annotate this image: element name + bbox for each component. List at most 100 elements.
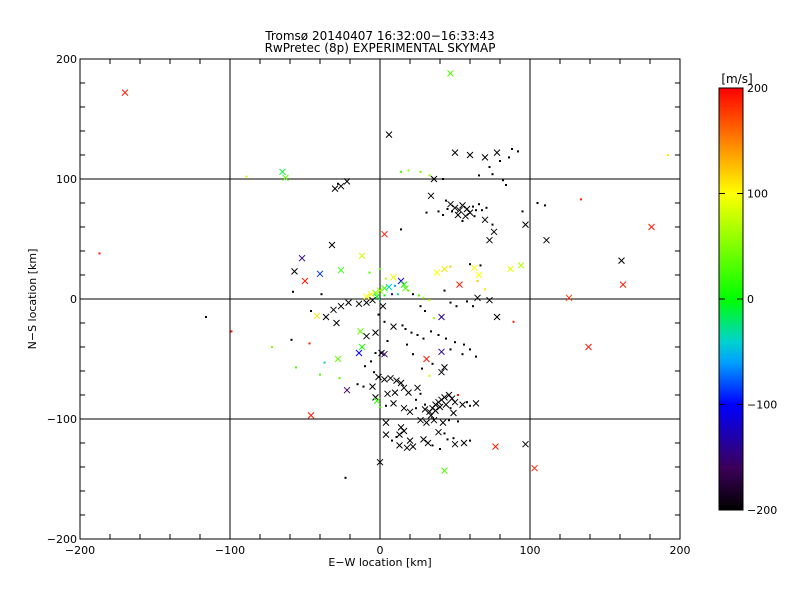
cross-stroke bbox=[474, 294, 481, 302]
cross-stroke bbox=[369, 296, 376, 304]
data-point-cross bbox=[486, 296, 493, 304]
data-point-cross bbox=[337, 266, 345, 274]
data-point-dot bbox=[491, 223, 494, 226]
data-point-cross bbox=[381, 284, 388, 292]
data-point-cross bbox=[427, 192, 435, 200]
cross-stroke bbox=[490, 228, 498, 236]
data-point-dot bbox=[431, 362, 434, 365]
data-point-cross bbox=[301, 277, 309, 285]
data-point-cross bbox=[279, 168, 286, 176]
data-point-dot bbox=[446, 438, 449, 441]
data-point-dot bbox=[412, 293, 414, 296]
cross-stroke bbox=[381, 230, 388, 238]
data-point-dot bbox=[469, 348, 471, 351]
cross-stroke bbox=[376, 458, 384, 466]
cross-stroke bbox=[316, 270, 324, 278]
y-tick-label: −200 bbox=[47, 533, 77, 546]
data-point-cross bbox=[451, 149, 459, 156]
cross-stroke bbox=[424, 439, 432, 447]
data-point-cross bbox=[441, 364, 448, 371]
data-point-dot bbox=[428, 374, 431, 377]
data-point-cross bbox=[474, 294, 481, 302]
cross-stroke bbox=[363, 299, 370, 306]
data-point-dot bbox=[473, 215, 476, 218]
data-point-cross bbox=[423, 419, 430, 426]
data-point-dot bbox=[415, 398, 417, 401]
data-point-dot bbox=[475, 209, 477, 212]
data-point-dot bbox=[391, 293, 393, 296]
data-point-cross bbox=[390, 274, 397, 281]
cross-stroke bbox=[358, 343, 366, 351]
data-point-dot bbox=[502, 179, 504, 182]
cross-stroke bbox=[400, 384, 408, 392]
data-point-dot bbox=[445, 199, 447, 202]
cross-stroke bbox=[436, 403, 444, 411]
data-point-cross bbox=[316, 270, 324, 278]
data-point-dot bbox=[404, 328, 407, 330]
data-point-cross bbox=[355, 349, 363, 357]
data-point-dot bbox=[386, 340, 389, 342]
data-point-dot bbox=[479, 264, 482, 267]
data-point-cross bbox=[396, 442, 403, 449]
data-point-cross bbox=[382, 431, 390, 438]
cross-stroke bbox=[333, 319, 340, 327]
data-point-dot bbox=[422, 337, 425, 340]
cross-stroke bbox=[451, 440, 459, 448]
data-point-cross bbox=[390, 400, 397, 407]
cross-stroke bbox=[618, 257, 625, 264]
data-point-cross bbox=[381, 350, 388, 358]
data-point-dot bbox=[461, 353, 464, 356]
data-point-cross bbox=[363, 299, 370, 306]
cross-stroke bbox=[363, 293, 370, 300]
data-point-dot bbox=[308, 342, 311, 345]
cross-stroke bbox=[466, 151, 474, 159]
data-point-cross bbox=[441, 394, 448, 401]
data-point-dot bbox=[475, 355, 477, 358]
data-point-dot bbox=[437, 210, 440, 213]
data-point-cross bbox=[375, 373, 382, 381]
data-point-cross bbox=[381, 230, 388, 238]
data-point-cross bbox=[372, 394, 379, 401]
data-point-dot bbox=[505, 184, 507, 186]
cross-stroke bbox=[459, 401, 466, 408]
cross-stroke bbox=[391, 389, 399, 396]
data-point-cross bbox=[373, 397, 381, 405]
data-point-dot bbox=[407, 169, 410, 172]
cross-stroke bbox=[328, 241, 336, 249]
data-point-dot bbox=[364, 365, 366, 368]
data-point-cross bbox=[313, 312, 321, 320]
data-point-dot bbox=[463, 343, 465, 346]
data-point-dot bbox=[424, 310, 426, 312]
cross-stroke bbox=[367, 290, 375, 298]
data-point-cross bbox=[345, 299, 352, 306]
data-point-dot bbox=[544, 204, 546, 207]
cross-stroke bbox=[373, 293, 381, 300]
cross-stroke bbox=[441, 265, 448, 273]
cross-stroke bbox=[421, 406, 429, 413]
data-point-dot bbox=[356, 383, 359, 386]
data-point-dot bbox=[466, 300, 468, 303]
data-point-cross bbox=[385, 131, 393, 138]
data-point-cross bbox=[438, 348, 445, 356]
data-point-cross bbox=[441, 265, 448, 273]
cross-stroke bbox=[417, 416, 424, 424]
data-point-cross bbox=[436, 403, 444, 411]
data-point-cross bbox=[409, 443, 417, 450]
data-point-cross bbox=[430, 175, 438, 183]
data-point-cross bbox=[517, 262, 525, 269]
cross-stroke bbox=[451, 398, 459, 406]
cross-stroke bbox=[357, 328, 364, 335]
data-point-cross bbox=[438, 368, 445, 376]
data-point-dot bbox=[421, 367, 423, 370]
data-point-dot bbox=[379, 268, 381, 270]
data-point-dot bbox=[400, 170, 402, 173]
cross-stroke bbox=[427, 192, 435, 200]
cross-stroke bbox=[403, 444, 411, 452]
cross-stroke bbox=[454, 211, 462, 219]
cross-stroke bbox=[423, 419, 430, 426]
colorbar-tick-label: 100 bbox=[747, 188, 768, 201]
data-point-cross bbox=[334, 355, 342, 363]
cross-stroke bbox=[376, 287, 384, 294]
cross-stroke bbox=[522, 221, 529, 228]
